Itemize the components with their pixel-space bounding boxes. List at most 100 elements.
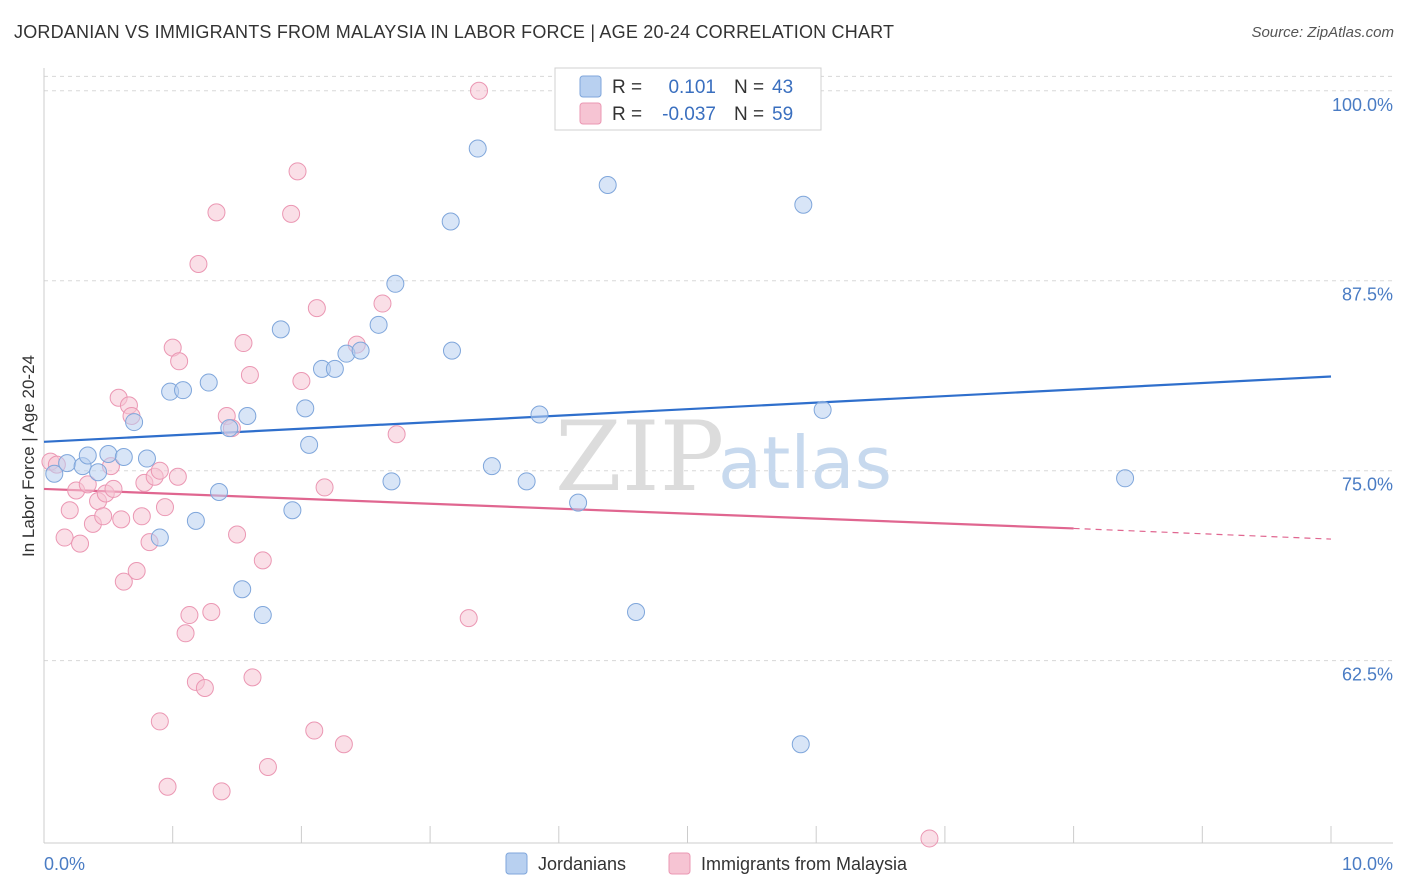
series-legend: Jordanians Immigrants from Malaysia	[505, 852, 908, 875]
legend-r-label-2: R =	[612, 104, 642, 125]
watermark: ZIP atlas	[555, 401, 892, 513]
jordanian-point	[482, 457, 501, 476]
data-points	[41, 81, 1135, 848]
jordanian-point	[220, 419, 239, 438]
malaysia-point	[234, 334, 253, 353]
malaysia-point	[920, 829, 939, 848]
jordanian-point	[199, 373, 218, 392]
jordanian-point	[238, 406, 257, 425]
jordanian-point	[569, 493, 588, 512]
series-swatch-jordanians	[505, 852, 528, 875]
malaysia-point	[292, 372, 311, 391]
jordanian-point	[794, 195, 813, 214]
malaysia-point	[155, 498, 174, 517]
jordanian-point	[99, 444, 118, 463]
legend-n-label-1: N =	[734, 77, 764, 98]
jordanian-point	[233, 580, 252, 599]
y-tick-label: 62.5%	[1342, 665, 1393, 685]
jordanian-point	[351, 341, 370, 360]
jordanian-point	[125, 413, 144, 432]
malaysia-point	[94, 507, 113, 526]
malaysia-point	[258, 758, 277, 777]
malaysia-point	[71, 534, 90, 553]
jordanian-point	[530, 405, 549, 424]
malaysia-point	[104, 479, 123, 498]
jordanian-point	[210, 482, 229, 501]
malaysia-trend-extension	[1073, 527, 1332, 540]
legend-r-value-1: 0.101	[668, 77, 716, 98]
malaysia-point	[334, 735, 353, 754]
malaysia-point	[170, 352, 189, 371]
malaysia-point	[459, 609, 478, 628]
malaysia-point	[373, 294, 392, 313]
malaysia-point	[202, 603, 221, 622]
malaysia-point	[150, 461, 169, 480]
legend-n-label-2: N =	[734, 104, 764, 125]
jordanian-point	[369, 315, 388, 334]
source-label: Source: ZipAtlas.com	[1251, 24, 1394, 41]
tick-labels: 62.5% 75.0% 87.5% 100.0% 0.0% 10.0%	[44, 95, 1393, 874]
legend-r-label-1: R =	[612, 77, 642, 98]
jordanian-point	[45, 464, 64, 483]
malaysia-point	[132, 507, 151, 526]
malaysia-point	[150, 712, 169, 731]
y-tick-label: 100.0%	[1332, 95, 1393, 115]
legend-n-value-1: 43	[772, 77, 793, 98]
malaysia-point	[168, 467, 187, 486]
malaysia-point	[387, 425, 406, 444]
watermark-atlas: atlas	[718, 421, 892, 505]
jordanian-point	[386, 274, 405, 293]
jordanian-point	[300, 435, 319, 454]
malaysia-point	[253, 551, 272, 570]
malaysia-point	[212, 782, 231, 801]
jordanian-point	[89, 463, 108, 482]
malaysia-point	[114, 572, 133, 591]
malaysia-point	[60, 501, 79, 520]
jordanian-point	[442, 341, 461, 360]
jordanian-point	[296, 399, 315, 418]
legend-r-value-2: -0.037	[662, 104, 716, 125]
malaysia-point	[127, 561, 146, 580]
malaysia-point	[158, 777, 177, 796]
x-tick-label-min: 0.0%	[44, 854, 85, 874]
jordanian-point	[468, 139, 487, 158]
malaysia-point	[307, 299, 326, 318]
jordanian-point	[325, 359, 344, 378]
jordanian-point	[283, 501, 302, 520]
malaysia-point	[288, 162, 307, 181]
malaysia-point	[240, 365, 259, 384]
y-tick-label: 87.5%	[1342, 285, 1393, 305]
jordanian-point	[137, 449, 156, 468]
jordanian-point	[813, 400, 832, 419]
malaysia-point	[78, 475, 97, 494]
stats-legend: R = 0.101 N = 43 R = -0.037 N = 59	[554, 67, 822, 131]
jordanian-point	[382, 472, 401, 491]
legend-n-value-2: 59	[772, 104, 793, 125]
malaysia-point	[305, 721, 324, 740]
jordanian-point	[791, 735, 810, 754]
malaysia-point	[282, 204, 301, 223]
legend-swatch-blue	[579, 75, 602, 98]
malaysia-point	[195, 679, 214, 697]
jordanian-trend-line	[43, 375, 1332, 443]
chart-title: JORDANIAN VS IMMIGRANTS FROM MALAYSIA IN…	[14, 22, 895, 42]
y-tick-label: 75.0%	[1342, 475, 1393, 495]
malaysia-point	[176, 624, 195, 643]
legend-swatch-pink	[579, 102, 602, 125]
series-swatch-malaysia	[668, 852, 691, 875]
series-label-malaysia: Immigrants from Malaysia	[701, 854, 908, 874]
jordanian-point	[186, 511, 205, 530]
x-tick-label-max: 10.0%	[1342, 854, 1393, 874]
malaysia-point	[180, 606, 199, 625]
jordanian-point	[598, 176, 617, 195]
series-label-jordanians: Jordanians	[538, 854, 626, 874]
jordanian-point	[150, 528, 169, 547]
malaysia-point	[470, 81, 489, 100]
malaysia-point	[228, 525, 247, 544]
y-axis-title: In Labor Force | Age 20-24	[19, 355, 38, 557]
jordanian-point	[78, 446, 97, 465]
jordanian-point	[114, 448, 133, 467]
jordanian-point	[173, 381, 192, 400]
jordanian-point	[627, 603, 646, 622]
